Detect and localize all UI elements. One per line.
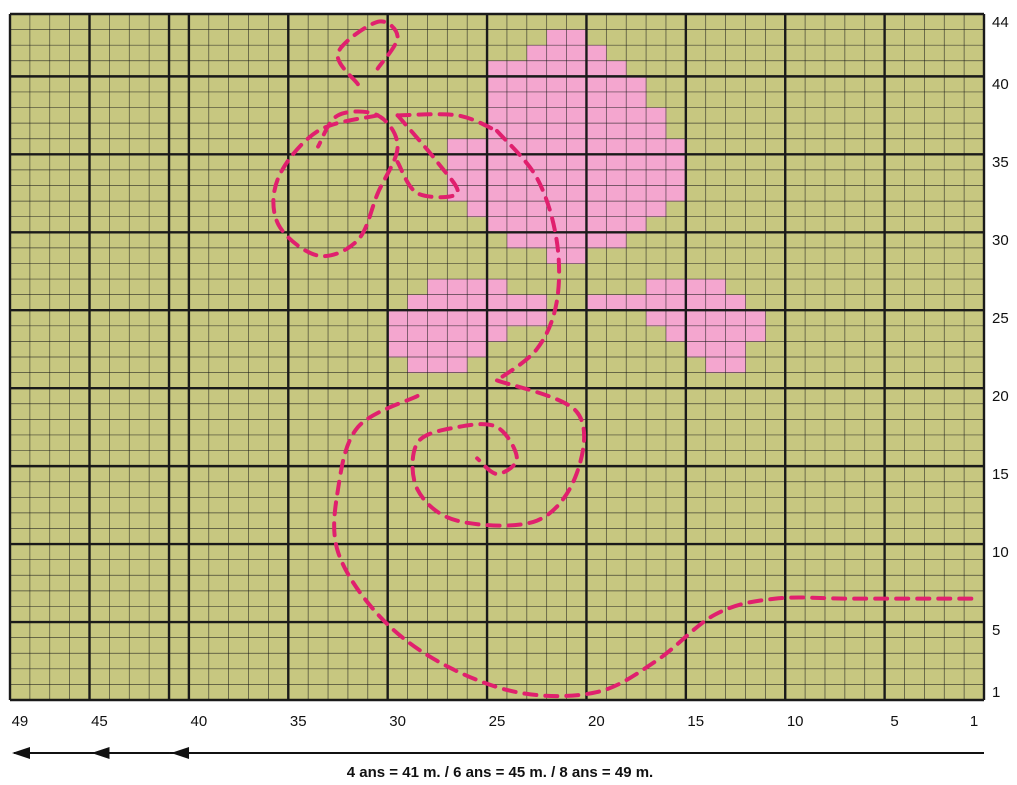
x-tick-label: 35: [290, 713, 307, 730]
size-arrow-head: [171, 747, 190, 759]
size-caption: 4 ans = 41 m. / 6 ans = 45 m. / 8 ans = …: [347, 764, 653, 781]
x-tick-label: 45: [91, 713, 108, 730]
x-tick-label: 15: [687, 713, 704, 730]
y-tick-label: 15: [992, 466, 1009, 483]
y-tick-label: 35: [992, 154, 1009, 171]
y-tick-label: 44: [992, 14, 1009, 31]
motif-flower-row: [487, 107, 667, 124]
x-tick-label: 40: [190, 713, 207, 730]
x-tick-label: 10: [787, 713, 804, 730]
motif-flower-row: [487, 60, 627, 77]
x-tick-label: 1: [970, 713, 978, 730]
x-tick-label: 20: [588, 713, 605, 730]
y-tick-label: 1: [992, 684, 1000, 701]
y-tick-labels: 44 40 35 30 25 20 15 10 5 1: [992, 14, 1009, 701]
size-arrows: [12, 747, 984, 759]
embroidery-lower-curve: [332, 393, 977, 699]
y-tick-label: 40: [992, 76, 1009, 93]
motif-leaf-left-row: [387, 341, 488, 358]
motif-leaf-right-row: [665, 325, 766, 342]
embroidery-lines: [271, 19, 977, 699]
motif-flower-row: [487, 123, 667, 140]
x-tick-label: 30: [389, 713, 406, 730]
embroidery-big-loop: [410, 378, 587, 528]
embroidery-left-loop-1: [271, 109, 400, 259]
y-tick-label: 25: [992, 310, 1009, 327]
x-tick-labels: 49 45 40 35 30 25 20 15 10 5 1: [12, 713, 979, 730]
x-tick-label: 5: [890, 713, 898, 730]
y-tick-label: 30: [992, 232, 1009, 249]
y-tick-label: 5: [992, 622, 1000, 639]
motif-leaf-right-row: [685, 341, 746, 358]
embroidery-left-loop-2: [395, 112, 499, 133]
embroidery-top-spiral: [335, 19, 400, 87]
motif-leaf-left-row: [407, 294, 548, 311]
size-arrow-head: [91, 747, 110, 759]
embroidery-stem: [495, 128, 562, 383]
y-tick-label: 20: [992, 388, 1009, 405]
x-tick-label: 49: [12, 713, 29, 730]
motif-leaf-left-row: [407, 357, 468, 374]
x-tick-label: 25: [489, 713, 506, 730]
size-arrow-head: [12, 747, 30, 759]
embroidery-left-loop-3: [395, 113, 460, 200]
y-tick-label: 10: [992, 544, 1009, 561]
